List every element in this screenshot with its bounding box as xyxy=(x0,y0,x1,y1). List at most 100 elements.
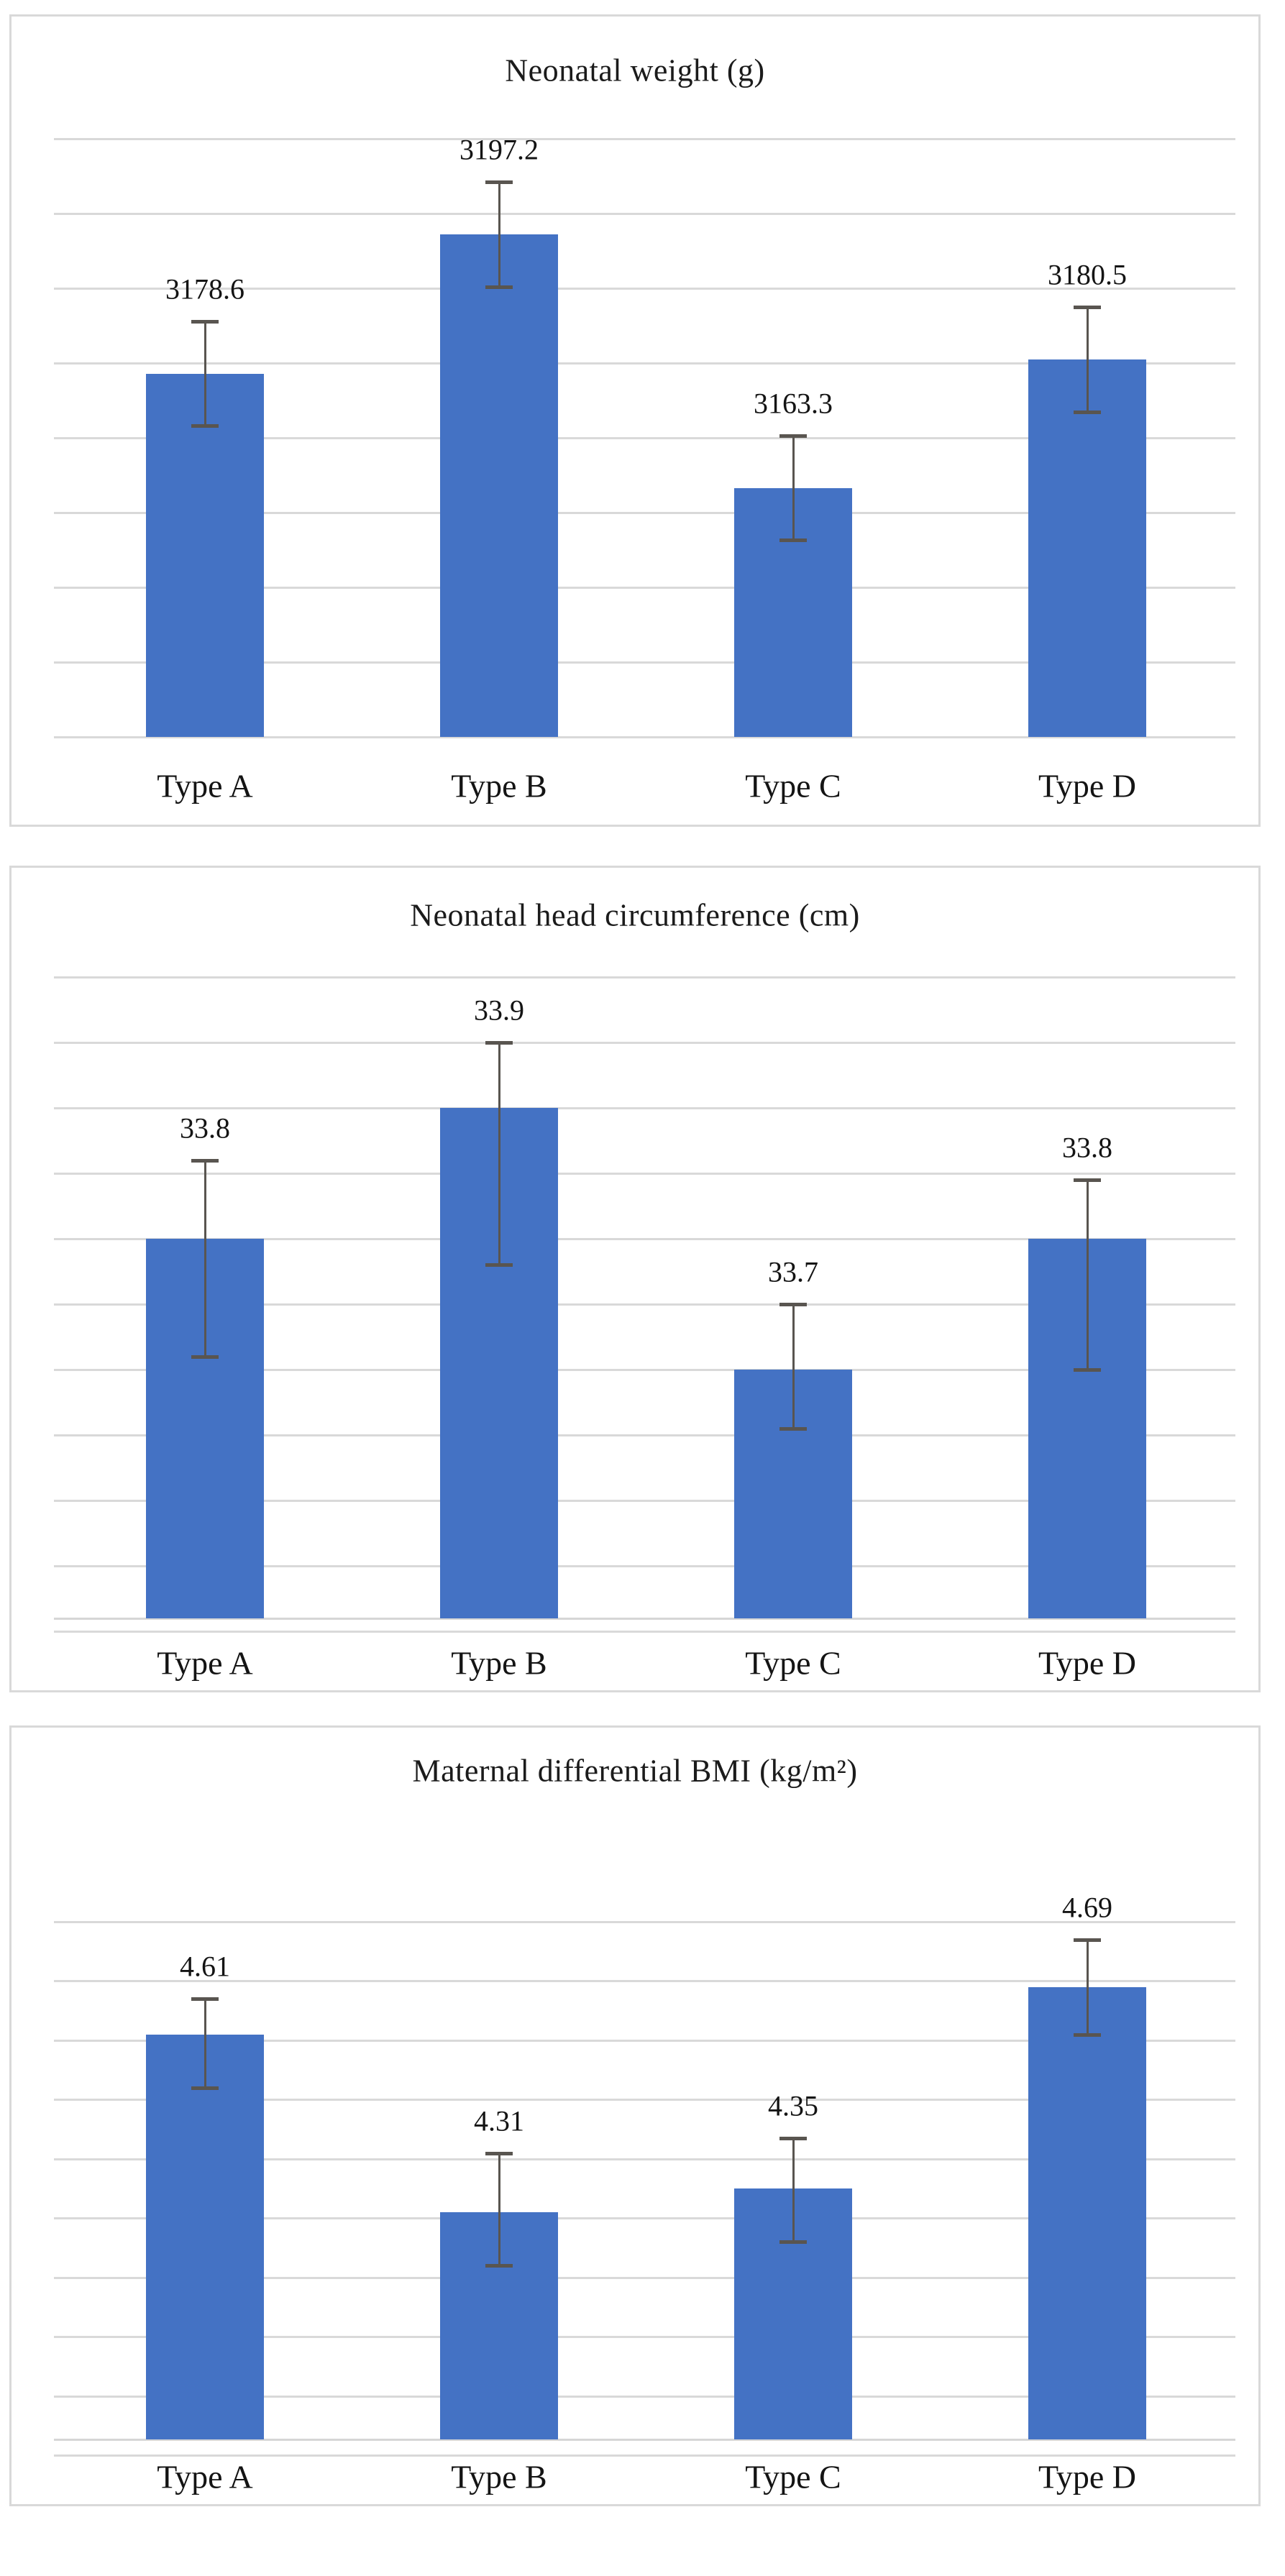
category-label-type-c: Type C xyxy=(745,2458,841,2495)
bar-type-d xyxy=(1028,359,1146,737)
gridline xyxy=(54,2099,1235,2101)
gridline xyxy=(54,2039,1235,2042)
category-label-type-d: Type D xyxy=(1038,1644,1137,1682)
data-label-type-d: 4.69 xyxy=(1062,1891,1112,1924)
gridline xyxy=(54,1369,1235,1371)
data-label-type-b: 33.9 xyxy=(474,994,524,1027)
error-cap-top-type-b xyxy=(485,1041,513,1045)
gridline xyxy=(54,437,1235,439)
error-bar-type-a xyxy=(204,1160,206,1357)
error-bar-type-a xyxy=(204,1999,206,2088)
category-label-type-c: Type C xyxy=(745,1644,841,1682)
error-bar-type-b xyxy=(498,182,500,287)
error-cap-top-type-c xyxy=(779,2136,807,2140)
data-label-type-c: 3163.3 xyxy=(754,387,833,420)
gridline xyxy=(54,2454,1235,2457)
category-label-type-a: Type A xyxy=(157,1644,253,1682)
data-label-type-b: 4.31 xyxy=(474,2104,524,2137)
category-label-type-a: Type A xyxy=(157,767,253,805)
bar-type-a xyxy=(146,373,264,737)
error-bar-type-b xyxy=(498,2153,500,2266)
gridline xyxy=(54,1303,1235,1306)
gridline xyxy=(54,1631,1235,1633)
gridline xyxy=(54,2217,1235,2220)
category-label-type-d: Type D xyxy=(1038,2458,1137,2495)
gridline xyxy=(54,587,1235,589)
gridline xyxy=(54,1042,1235,1044)
error-cap-bottom-type-c xyxy=(779,1426,807,1431)
category-label-type-c: Type C xyxy=(745,767,841,805)
gridline xyxy=(54,2336,1235,2339)
error-cap-bottom-type-c xyxy=(779,2240,807,2245)
chart-title: Neonatal head circumference (cm) xyxy=(410,897,860,933)
error-cap-top-type-a xyxy=(191,1997,219,2002)
data-label-type-d: 33.8 xyxy=(1062,1131,1112,1164)
error-cap-top-type-a xyxy=(191,1158,219,1163)
gridline xyxy=(54,1921,1235,1923)
error-cap-bottom-type-b xyxy=(485,285,513,289)
data-label-type-a: 4.61 xyxy=(180,1950,230,1983)
error-cap-top-type-d xyxy=(1074,1938,1101,1942)
chart-panel-maternal-differential-bmi: Maternal differential BMI (kg/m²) 4.61 Ty… xyxy=(9,1725,1261,2506)
error-cap-bottom-type-b xyxy=(485,2264,513,2268)
error-cap-bottom-type-d xyxy=(1074,1368,1101,1372)
gridline xyxy=(54,1107,1235,1109)
gridline xyxy=(54,976,1235,978)
error-bar-type-a xyxy=(204,321,206,426)
chart-panel-neonatal-head-circumference: Neonatal head circumference (cm) 33.8 Typ… xyxy=(9,866,1261,1692)
gridline xyxy=(54,512,1235,514)
category-axis-line xyxy=(54,1618,1235,1620)
category-label-type-a: Type A xyxy=(157,2458,253,2495)
gridline xyxy=(54,1565,1235,1567)
category-label-type-b: Type B xyxy=(451,767,547,805)
bar-type-d xyxy=(1028,1986,1146,2439)
gridline xyxy=(54,288,1235,290)
error-cap-bottom-type-a xyxy=(191,2086,219,2090)
chart-title: Neonatal weight (g) xyxy=(505,52,765,88)
gridline xyxy=(54,213,1235,215)
error-bar-type-c xyxy=(792,435,795,541)
error-cap-top-type-b xyxy=(485,2151,513,2155)
error-cap-bottom-type-b xyxy=(485,1263,513,1268)
gridline xyxy=(54,362,1235,365)
error-bar-type-d xyxy=(1087,307,1089,412)
error-cap-top-type-d xyxy=(1074,306,1101,309)
data-label-type-d: 3180.5 xyxy=(1048,258,1127,291)
data-label-type-b: 3197.2 xyxy=(459,133,539,166)
gridline xyxy=(54,1500,1235,1502)
error-cap-bottom-type-d xyxy=(1074,2032,1101,2037)
error-bar-type-c xyxy=(792,1304,795,1429)
data-label-type-c: 33.7 xyxy=(768,1255,818,1288)
error-bar-type-d xyxy=(1087,1180,1089,1370)
category-label-type-b: Type B xyxy=(451,1644,547,1682)
error-cap-bottom-type-a xyxy=(191,1355,219,1359)
error-bar-type-c xyxy=(792,2137,795,2242)
gridline xyxy=(54,1434,1235,1436)
gridline xyxy=(54,1173,1235,1175)
error-bar-type-d xyxy=(1087,1939,1089,2035)
bar-type-a xyxy=(146,2034,264,2439)
data-label-type-a: 3178.6 xyxy=(165,272,244,306)
gridline xyxy=(54,1980,1235,1983)
category-label-type-d: Type D xyxy=(1038,767,1137,805)
error-cap-top-type-b xyxy=(485,180,513,185)
error-cap-top-type-c xyxy=(779,434,807,438)
category-axis-line xyxy=(54,2439,1235,2441)
error-cap-bottom-type-c xyxy=(779,538,807,543)
gridline xyxy=(54,138,1235,140)
data-label-type-a: 33.8 xyxy=(180,1111,230,1145)
gridline xyxy=(54,2395,1235,2398)
bar-type-b xyxy=(440,234,558,737)
error-cap-top-type-a xyxy=(191,319,219,324)
error-cap-bottom-type-d xyxy=(1074,410,1101,414)
gridline xyxy=(54,661,1235,664)
error-cap-top-type-d xyxy=(1074,1178,1101,1183)
data-label-type-c: 4.35 xyxy=(768,2089,818,2122)
error-cap-top-type-c xyxy=(779,1303,807,1306)
gridline xyxy=(54,736,1235,738)
error-cap-bottom-type-a xyxy=(191,424,219,428)
gridline xyxy=(54,1238,1235,1240)
gridline xyxy=(54,2158,1235,2160)
chart-title: Maternal differential BMI (kg/m²) xyxy=(412,1753,858,1789)
gridline xyxy=(54,2276,1235,2279)
